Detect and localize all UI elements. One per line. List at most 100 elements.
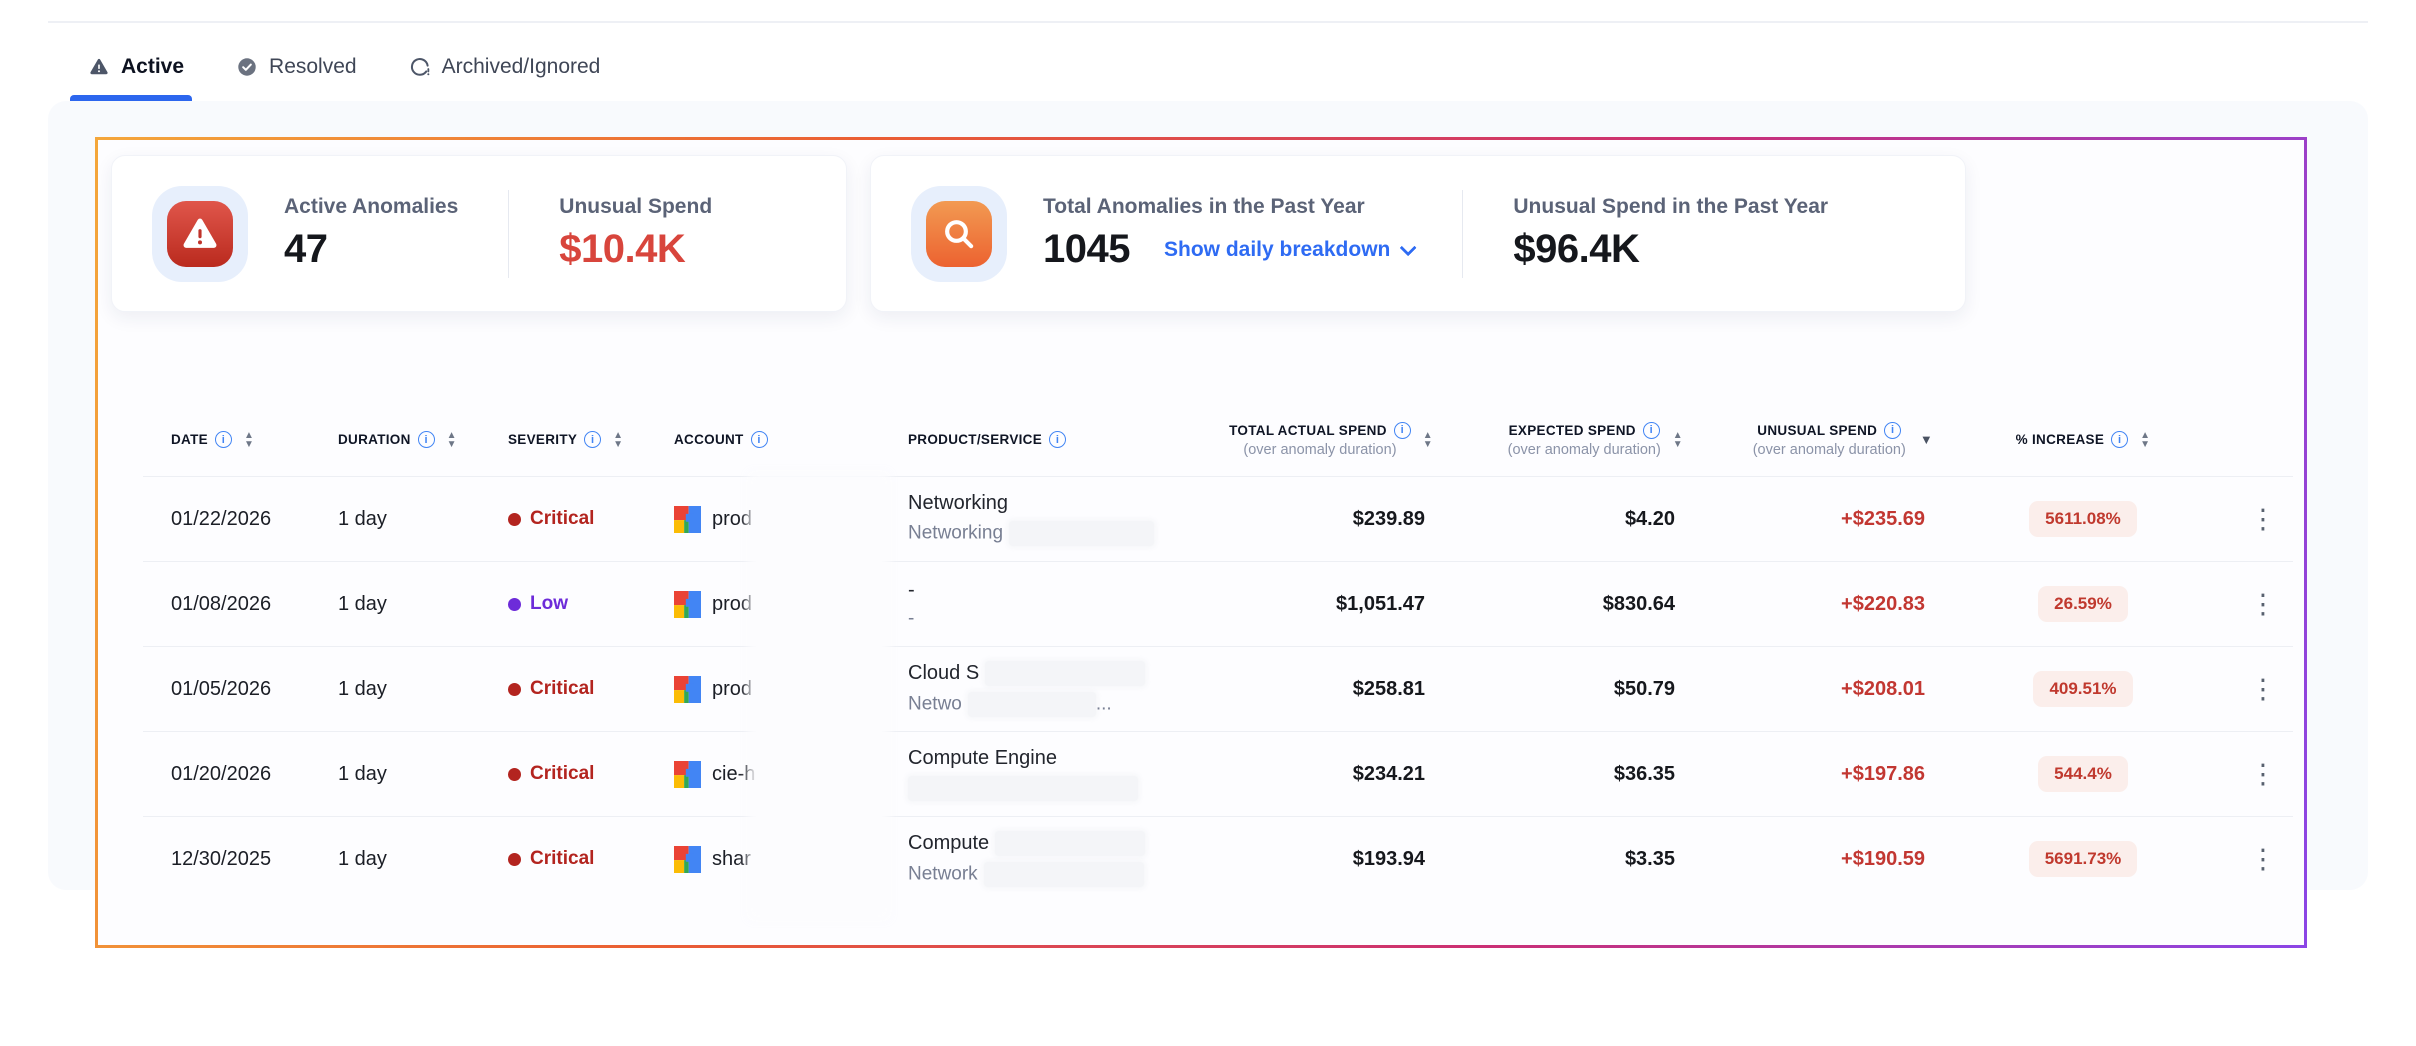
header-date[interactable]: DATE i ▲ ▼ <box>171 429 255 450</box>
info-icon[interactable]: i <box>750 431 768 448</box>
search-icon-container <box>911 185 1007 282</box>
increase-badge: 5691.73% <box>2028 841 2138 877</box>
gcp-icon <box>674 761 701 788</box>
gcp-icon <box>674 676 701 703</box>
row-duration: 1 day <box>338 507 387 530</box>
severity-badge: Critical <box>508 848 674 870</box>
row-product-service: - - <box>908 578 915 629</box>
card-divider <box>1462 189 1464 278</box>
top-divider <box>48 21 2368 23</box>
anomalies-panel: Active Anomalies 47 Unusual Spend $10.4K… <box>95 137 2307 948</box>
redacted-text <box>985 661 1146 686</box>
row-product-service: Compute Engine <box>908 747 1148 801</box>
table-row[interactable]: 01/20/2026 1 day Critical cie-h Compute … <box>143 731 2293 816</box>
past-year-card: Total Anomalies in the Past Year 1045 Sh… <box>870 155 1966 312</box>
header-increase[interactable]: % INCREASE i ▲ ▼ <box>2015 429 2151 450</box>
row-unusual-spend: +$190.59 <box>1841 847 1925 870</box>
header-total-actual-spend[interactable]: TOTAL ACTUAL SPEND i (over anomaly durati… <box>1229 421 1433 458</box>
active-anomalies-stat: Active Anomalies 47 <box>284 195 458 272</box>
row-menu-button[interactable]: ⋮ <box>2249 503 2277 534</box>
severity-dot <box>508 767 521 781</box>
severity-badge: Critical <box>508 678 674 700</box>
gcp-icon <box>674 506 701 533</box>
row-duration: 1 day <box>338 762 387 785</box>
tab-archived-ignored[interactable]: Archived/Ignored <box>409 55 600 79</box>
table-header-row: DATE i ▲ ▼ DURATION i ▲ ▼ SEVERITY i ▲ ▼ ACCOU… <box>143 403 2293 476</box>
severity-dot <box>508 597 521 611</box>
row-unusual-spend: +$197.86 <box>1841 762 1925 785</box>
total-anomalies-count: 1045 <box>1043 227 1130 271</box>
row-duration: 1 day <box>338 592 387 615</box>
sort-icon[interactable]: ▲ ▼ <box>446 429 457 450</box>
row-account: prod <box>674 506 908 533</box>
active-anomalies-count: 47 <box>284 227 328 271</box>
row-unusual-spend: +$220.83 <box>1841 592 1925 615</box>
total-anomalies-stat: Total Anomalies in the Past Year 1045 Sh… <box>1043 195 1417 272</box>
ignore-circle-icon <box>409 56 431 78</box>
show-daily-breakdown-link[interactable]: Show daily breakdown <box>1164 238 1417 262</box>
header-severity[interactable]: SEVERITY i ▲ ▼ <box>508 429 624 450</box>
header-unusual-spend[interactable]: UNUSUAL SPEND i (over anomaly duration) ▼ <box>1752 421 1933 458</box>
info-icon[interactable]: i <box>1642 421 1660 439</box>
increase-badge: 409.51% <box>2033 671 2133 707</box>
info-icon[interactable]: i <box>584 431 602 448</box>
past-year-spend-value: $96.4K <box>1513 227 1640 271</box>
row-unusual-spend: +$208.01 <box>1841 677 1925 700</box>
row-menu-button[interactable]: ⋮ <box>2249 843 2277 874</box>
past-year-spend-stat: Unusual Spend in the Past Year $96.4K <box>1513 195 1828 272</box>
sort-icon[interactable]: ▲ ▼ <box>1672 429 1683 450</box>
increase-badge: 5611.08% <box>2029 501 2137 537</box>
info-icon[interactable]: i <box>1884 421 1902 439</box>
info-icon[interactable]: i <box>214 431 232 448</box>
sort-icon[interactable]: ▲ ▼ <box>1422 429 1433 450</box>
row-actual-spend: $234.21 <box>1352 762 1425 785</box>
row-menu-button[interactable]: ⋮ <box>2249 673 2277 704</box>
sort-descending-icon[interactable]: ▼ <box>1919 432 1933 447</box>
sort-icon[interactable]: ▲ ▼ <box>613 429 624 450</box>
gcp-icon <box>674 846 701 873</box>
info-icon[interactable]: i <box>417 431 435 448</box>
tab-label: Resolved <box>269 55 357 78</box>
table-row[interactable]: 01/05/2026 1 day Critical prod Cloud S N… <box>143 646 2293 731</box>
tab-active[interactable]: Active <box>88 55 184 79</box>
row-actual-spend: $239.89 <box>1352 507 1425 530</box>
row-date: 12/30/2025 <box>171 847 272 870</box>
tab-label: Active <box>121 55 185 78</box>
row-date: 01/22/2026 <box>171 507 272 530</box>
redacted-text <box>908 776 1138 801</box>
tab-resolved[interactable]: Resolved <box>236 55 357 79</box>
search-icon <box>926 200 992 267</box>
redacted-text <box>983 862 1144 887</box>
sort-icon[interactable]: ▲ ▼ <box>2140 429 2151 450</box>
info-icon[interactable]: i <box>1393 421 1411 439</box>
info-icon[interactable]: i <box>2111 431 2129 448</box>
header-account[interactable]: ACCOUNT i <box>674 431 908 448</box>
info-icon[interactable]: i <box>1049 431 1067 448</box>
header-duration[interactable]: DURATION i ▲ ▼ <box>338 429 457 450</box>
row-product-service: Compute Network <box>908 831 1148 887</box>
header-expected-spend[interactable]: EXPECTED SPEND i (over anomaly duration) … <box>1507 421 1683 458</box>
stat-label: Unusual Spend <box>559 195 713 218</box>
row-duration: 1 day <box>338 847 387 870</box>
row-account: cie-h <box>674 761 908 788</box>
row-date: 01/08/2026 <box>171 592 272 615</box>
redacted-text <box>995 831 1146 856</box>
gcp-icon <box>674 591 701 618</box>
table-row[interactable]: 01/22/2026 1 day Critical prod Networkin… <box>143 476 2293 561</box>
table-row[interactable]: 01/08/2026 1 day Low prod - - $1,051.47 … <box>143 561 2293 646</box>
row-actual-spend: $1,051.47 <box>1336 592 1425 615</box>
row-account: prod <box>674 591 908 618</box>
stat-label: Active Anomalies <box>284 195 459 218</box>
severity-badge: Low <box>508 593 674 615</box>
sort-icon[interactable]: ▲ ▼ <box>243 429 255 450</box>
unusual-spend-stat: Unusual Spend $10.4K <box>559 195 712 272</box>
row-expected-spend: $830.64 <box>1602 592 1675 615</box>
row-menu-button[interactable]: ⋮ <box>2249 758 2277 789</box>
row-product-service: Cloud S Netwo... <box>908 661 1148 717</box>
row-menu-button[interactable]: ⋮ <box>2249 588 2277 619</box>
table-row[interactable]: 12/30/2025 1 day Critical shar Compute N… <box>143 816 2293 901</box>
header-product-service[interactable]: PRODUCT/SERVICE i <box>908 431 1148 448</box>
tab-bar: Active Resolved Archived/Ignored <box>88 44 600 90</box>
anomalies-table: DATE i ▲ ▼ DURATION i ▲ ▼ SEVERITY i ▲ ▼ ACCOU… <box>143 403 2293 901</box>
